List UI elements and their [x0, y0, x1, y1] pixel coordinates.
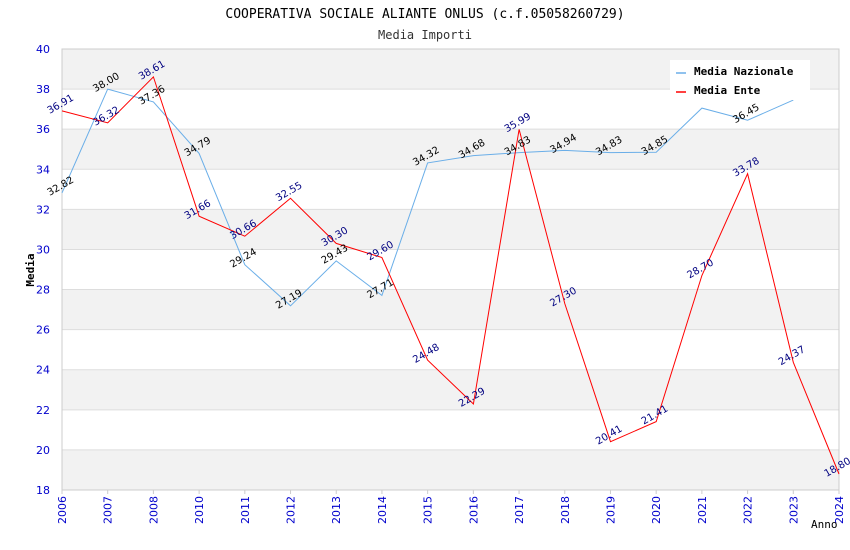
background-bands	[62, 49, 839, 490]
background-band	[62, 449, 839, 490]
x-tick-label: 2017	[513, 496, 526, 524]
background-band	[62, 329, 839, 370]
x-tick-label: 2023	[787, 496, 800, 524]
y-tick-label: 34	[36, 163, 50, 176]
x-tick-label: 2006	[56, 496, 69, 524]
background-band	[62, 369, 839, 410]
background-band	[62, 409, 839, 450]
series-line-nazionale	[61, 88, 794, 307]
y-tick-label: 20	[36, 444, 50, 457]
x-tick-label: 2021	[696, 496, 709, 524]
x-tick-label: 2011	[239, 496, 252, 524]
y-tick-label: 26	[36, 324, 50, 337]
x-tick-label: 2018	[559, 496, 572, 524]
background-band	[62, 169, 839, 210]
y-tick-label: 18	[36, 484, 50, 497]
background-band	[62, 249, 839, 290]
x-tick-label: 2016	[467, 496, 480, 524]
y-tick-label: 24	[36, 364, 50, 377]
series-line-ente	[61, 75, 840, 475]
plot-area	[61, 48, 840, 491]
x-tick-label: 2014	[376, 496, 389, 524]
chart-subtitle: Media Importi	[378, 28, 472, 42]
legend-box	[670, 60, 810, 100]
legend-label-nazionale: Media Nazionale	[694, 65, 794, 78]
plot-border	[61, 48, 840, 491]
y-axis-label: Media	[24, 253, 37, 286]
background-band	[62, 289, 839, 330]
y-tick-label: 36	[36, 123, 50, 136]
x-tick-label: 2008	[147, 496, 160, 524]
y-tick-label: 30	[36, 243, 50, 256]
background-band	[62, 209, 839, 250]
legend-label-ente: Media Ente	[694, 84, 761, 97]
x-axis-ticks: 2006 2007 2008 2010 2011 2012 2013 2014 2015 2016…	[56, 490, 846, 524]
x-tick-label: 2024	[833, 496, 846, 524]
x-tick-label: 2013	[330, 496, 343, 524]
legend: Media Nazionale Media Ente	[670, 60, 810, 100]
x-tick-label: 2010	[193, 496, 206, 524]
y-tick-label: 38	[36, 83, 50, 96]
x-tick-label: 2020	[650, 496, 663, 524]
chart-title: COOPERATIVA SOCIALE ALIANTE ONLUS (c.f.0…	[225, 7, 624, 22]
series-lines	[61, 75, 840, 475]
y-tick-label: 40	[36, 43, 50, 56]
y-tick-label: 22	[36, 404, 50, 417]
x-tick-label: 2007	[102, 496, 115, 524]
x-axis-label: Anno	[811, 518, 838, 531]
background-band	[62, 129, 839, 170]
x-tick-label: 2015	[422, 496, 435, 524]
y-axis-ticks: 18 20 22 24 26 28 30 32 34 36 38 40	[36, 43, 50, 497]
x-tick-label: 2022	[742, 496, 755, 524]
y-tick-label: 28	[36, 284, 50, 297]
x-tick-label: 2012	[285, 496, 298, 524]
grid-lines	[62, 48, 839, 491]
x-tick-label: 2019	[604, 496, 617, 524]
y-tick-label: 32	[36, 203, 50, 216]
